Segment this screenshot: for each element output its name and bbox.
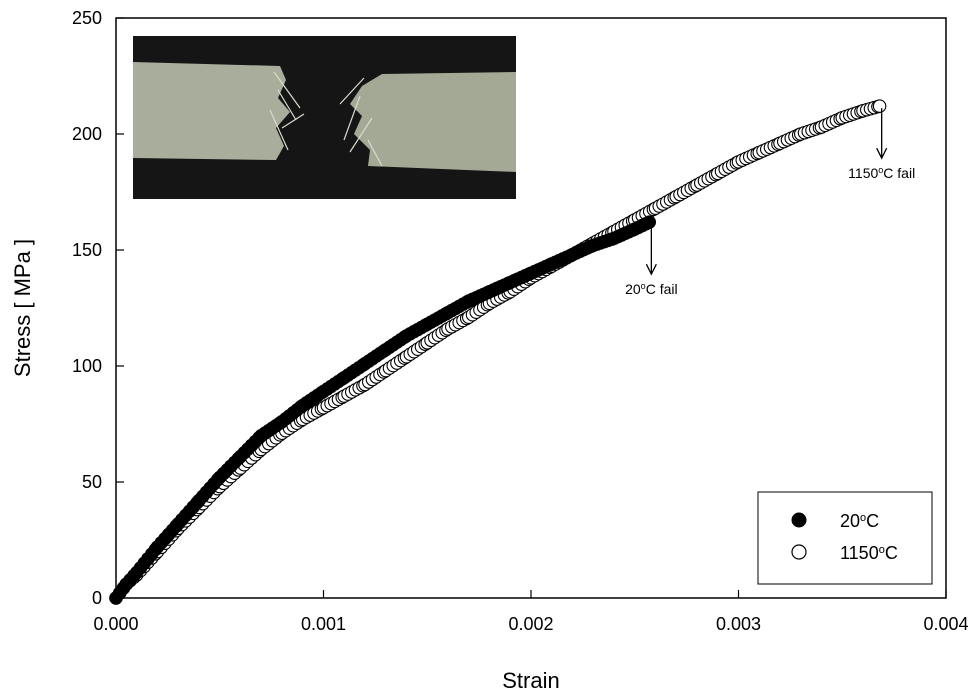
inset-photo [133, 36, 516, 199]
inset-specimen-right [350, 72, 516, 172]
inset-specimen-left [133, 62, 290, 160]
x-tick-label: 0.001 [301, 614, 346, 634]
legend-marker-1150c [791, 544, 807, 560]
y-tick-label: 100 [72, 356, 102, 376]
series-20c [109, 215, 657, 605]
fail-arrow-head [645, 263, 657, 276]
x-tick-label: 0.003 [716, 614, 761, 634]
x-tick-label: 0.004 [923, 614, 968, 634]
y-tick-label: 150 [72, 240, 102, 260]
legend-label-1150c: 1150oC [840, 543, 898, 563]
legend-marker-20c [791, 512, 807, 528]
inset-fiber-strands [269, 71, 383, 167]
x-axis-title: Strain [502, 668, 559, 693]
x-tick-label: 0.000 [93, 614, 138, 634]
x-tick-label: 0.002 [508, 614, 553, 634]
data-point [642, 215, 657, 229]
fail-annotation-label: 1150oC fail [848, 165, 915, 181]
y-tick-label: 50 [82, 472, 102, 492]
legend: 20oC 1150oC [757, 491, 933, 585]
y-tick-label: 250 [72, 8, 102, 28]
fail-arrow-head [876, 147, 888, 160]
y-axis-title: Stress [ MPa ] [10, 239, 35, 377]
fail-annotation-label: 20oC fail [625, 281, 678, 297]
series-layer [109, 99, 887, 605]
axes: 0.000 0.001 0.002 0.003 0.004 0 50 100 150 200 250 [72, 8, 969, 634]
y-tick-label: 200 [72, 124, 102, 144]
data-point [872, 99, 887, 113]
legend-label-20c: 20oC [840, 511, 879, 531]
legend-box [757, 491, 933, 585]
annotation-layer: 20oC fail 1150oC fail [625, 108, 915, 297]
y-tick-label: 0 [92, 588, 102, 608]
